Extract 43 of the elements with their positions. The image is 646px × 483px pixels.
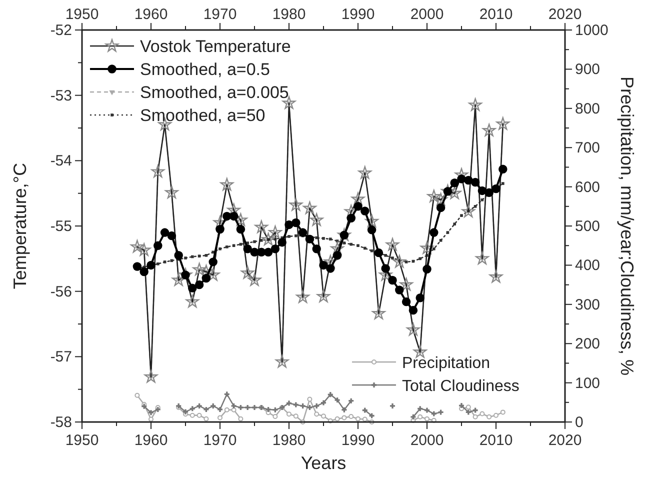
x-tick-label: 1960 [134,6,168,23]
x-tick-label: 1950 [65,6,99,23]
y2-tick-label: 700 [575,140,600,157]
x2-tick-label: 2020 [548,432,582,449]
legend-label: Smoothed, a=0.5 [140,60,270,79]
x-axis-title: Years [300,453,346,473]
y-tick-label: -52 [50,22,72,39]
x2-tick-label: 2000 [410,432,444,449]
y-tick-label: -55 [50,218,72,235]
x2-tick-label: 2010 [479,432,513,449]
x2-tick-label: 1980 [272,432,306,449]
x2-tick-label: 1950 [65,432,99,449]
y2-tick-label: 400 [575,257,600,274]
y2-tick-label: 0 [575,414,584,431]
y2-tick-label: 500 [575,218,600,235]
y-tick-label: -56 [50,283,72,300]
legend-label: Precipitation [402,355,490,372]
x-tick-label: 1970 [203,6,237,23]
legend-label: Smoothed, a=50 [140,106,266,125]
y-tick-label: -54 [50,152,72,170]
x2-tick-label: 1990 [341,432,375,449]
y-tick-label: -53 [50,87,72,104]
y2-axis-title: Precipitation, mm/year;Cloudiness, % [617,76,637,376]
x-tick-label: 1980 [272,6,306,23]
y2-tick-label: 600 [575,178,600,196]
x-tick-label: 2000 [410,6,444,23]
y2-tick-label: 900 [575,61,600,78]
y2-tick-label: 300 [575,296,600,314]
x-tick-label: 2010 [479,6,513,23]
legend-label: Total Cloudiness [402,378,520,395]
y2-tick-label: 800 [575,100,600,118]
legend-label: Smoothed, a=0.005 [140,83,289,102]
y2-tick-label: 1000 [575,22,608,39]
x-tick-label: 1990 [341,6,375,23]
x-tick-label: 2020 [548,6,582,23]
y-tick-label: -58 [50,414,72,431]
y2-tick-label: 100 [575,374,600,392]
y-tick-label: -57 [50,348,72,366]
y-axis-title: Temperature,°C [10,162,30,290]
x2-tick-label: 1970 [203,432,237,449]
legend-label: Vostok Temperature [140,37,291,56]
x2-tick-label: 1960 [134,432,168,449]
y2-tick-label: 200 [575,336,600,353]
